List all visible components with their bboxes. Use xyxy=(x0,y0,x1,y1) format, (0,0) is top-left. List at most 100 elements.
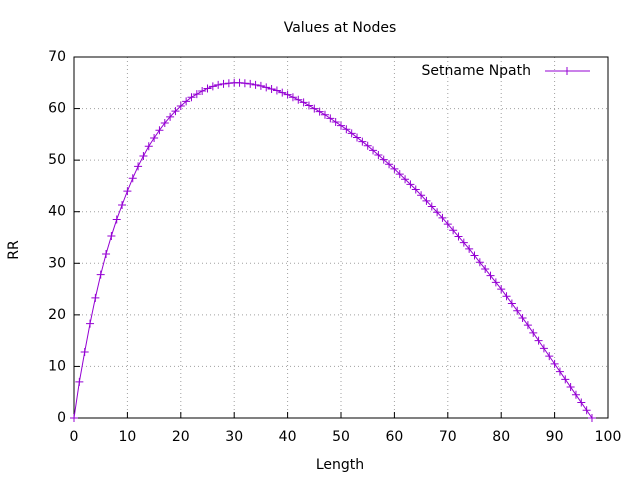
data-point xyxy=(369,146,378,155)
data-point xyxy=(411,185,420,194)
data-point xyxy=(256,81,265,90)
data-point xyxy=(342,125,351,134)
series-line xyxy=(73,82,593,419)
data-point xyxy=(513,306,522,315)
data-point xyxy=(401,175,410,184)
data-point xyxy=(390,164,399,173)
legend-label: Setname Npath xyxy=(422,63,531,79)
data-point xyxy=(150,133,159,142)
data-point xyxy=(176,101,185,110)
y-tick-label: 70 xyxy=(48,49,66,65)
data-point xyxy=(192,90,201,99)
data-point xyxy=(246,79,255,88)
data-point xyxy=(491,278,500,287)
data-point xyxy=(166,112,175,121)
data-point xyxy=(347,129,356,138)
data-point xyxy=(587,414,596,422)
x-tick-label: 30 xyxy=(225,429,243,445)
data-point xyxy=(262,83,271,92)
data-point xyxy=(353,133,362,142)
data-point xyxy=(160,119,169,128)
data-point xyxy=(288,93,297,102)
data-point xyxy=(326,114,335,123)
data-point xyxy=(107,231,116,240)
data-point xyxy=(187,93,196,102)
data-point xyxy=(86,319,95,328)
data-point xyxy=(80,347,89,356)
x-tick-label: 70 xyxy=(439,429,457,445)
data-point xyxy=(91,293,100,302)
x-tick-label: 40 xyxy=(279,429,297,445)
data-point xyxy=(422,196,431,205)
data-point xyxy=(507,299,516,308)
data-point xyxy=(155,126,164,135)
data-point xyxy=(385,160,394,169)
y-axis-label: RR xyxy=(6,240,22,260)
data-point xyxy=(198,87,207,96)
plot-frame xyxy=(73,56,609,419)
y-tick-label: 50 xyxy=(48,152,66,168)
data-point xyxy=(208,82,217,91)
data-point xyxy=(438,213,447,222)
data-point xyxy=(144,142,153,151)
data-point xyxy=(486,271,495,280)
data-point xyxy=(75,377,84,386)
legend-marker xyxy=(563,67,571,75)
data-point xyxy=(465,244,474,253)
data-point xyxy=(502,292,511,301)
y-tick-label: 60 xyxy=(48,101,66,117)
data-point xyxy=(518,313,527,322)
data-point xyxy=(139,152,148,161)
data-point xyxy=(358,137,367,146)
y-tick-label: 0 xyxy=(57,410,66,426)
data-point xyxy=(374,150,383,159)
data-point xyxy=(134,162,143,171)
data-point xyxy=(406,180,415,189)
data-point xyxy=(443,220,452,229)
data-point xyxy=(251,80,260,89)
data-point xyxy=(379,155,388,164)
data-point xyxy=(70,414,78,422)
data-point xyxy=(128,174,137,183)
data-point xyxy=(566,383,575,392)
data-point xyxy=(294,95,303,104)
y-tick-label: 30 xyxy=(48,255,66,271)
data-point xyxy=(545,352,554,361)
data-point xyxy=(561,375,570,384)
data-point xyxy=(475,258,484,267)
data-point xyxy=(118,201,127,210)
data-point xyxy=(214,80,223,89)
data-point xyxy=(272,86,281,95)
x-tick-label: 100 xyxy=(595,429,622,445)
data-point xyxy=(523,321,532,330)
data-point xyxy=(123,187,132,196)
y-tick-label: 20 xyxy=(48,307,66,323)
data-point xyxy=(102,250,111,259)
data-point xyxy=(433,208,442,217)
data-point xyxy=(449,226,458,235)
data-point xyxy=(267,84,276,93)
data-point xyxy=(459,238,468,247)
chart-title: Values at Nodes xyxy=(284,20,397,36)
x-tick-label: 90 xyxy=(546,429,564,445)
data-point xyxy=(224,79,233,88)
data-point xyxy=(96,270,105,279)
y-tick-label: 40 xyxy=(48,204,66,220)
data-point xyxy=(582,406,591,415)
data-point xyxy=(219,79,228,88)
data-point xyxy=(577,398,586,407)
data-point xyxy=(395,170,404,179)
data-point xyxy=(240,79,249,88)
data-point xyxy=(310,104,319,113)
data-point xyxy=(337,121,345,130)
data-point xyxy=(417,191,426,200)
data-point xyxy=(427,202,436,211)
data-point xyxy=(470,251,479,260)
x-tick-label: 20 xyxy=(172,429,190,445)
data-point xyxy=(550,359,559,368)
data-point xyxy=(315,107,324,116)
data-point xyxy=(171,107,180,116)
data-point xyxy=(278,88,287,97)
data-point xyxy=(534,336,543,345)
